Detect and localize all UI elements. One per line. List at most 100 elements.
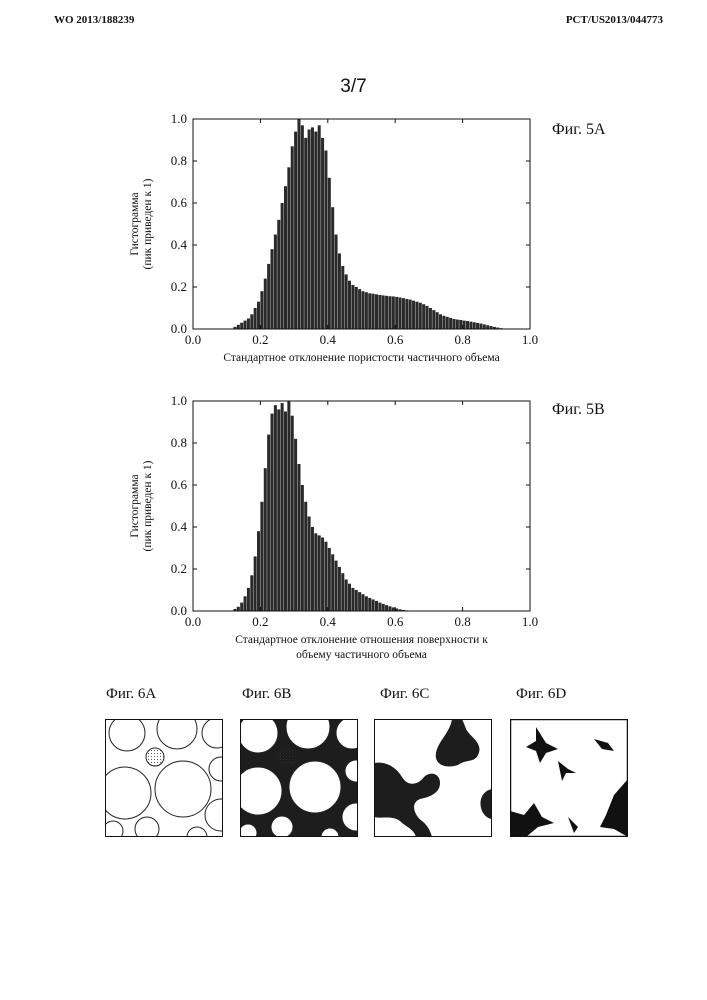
- y-axis-label: (пик приведен к 1): [142, 178, 154, 269]
- fig6a-panel: [105, 719, 223, 837]
- histogram-bar: [284, 186, 287, 329]
- histogram-bar: [368, 293, 371, 329]
- histogram-bar: [388, 606, 391, 611]
- histogram-bar: [476, 323, 479, 329]
- histogram-bar: [449, 318, 452, 329]
- histogram-bar: [291, 146, 294, 329]
- x-tick-label: 0.8: [454, 614, 470, 629]
- histogram-bar: [372, 599, 375, 611]
- fig6c-panel: [374, 719, 492, 837]
- histogram-bar: [257, 302, 260, 329]
- histogram-bar: [392, 607, 395, 611]
- histogram-bars: [233, 401, 408, 611]
- y-tick-label: 0.2: [171, 279, 187, 294]
- y-tick-label: 0.4: [171, 519, 188, 534]
- histogram-bar: [277, 409, 280, 611]
- fig6b-label: Фиг. 6B: [242, 686, 291, 703]
- x-tick-label: 1.0: [522, 332, 538, 347]
- histogram-bar: [287, 167, 290, 329]
- y-axis-label: Гистограмма: [129, 474, 141, 537]
- histogram-bar: [284, 412, 287, 612]
- histogram-bar: [385, 296, 388, 329]
- histogram-bar: [294, 132, 297, 329]
- histogram-bar: [311, 127, 314, 329]
- fig6c-label: Фиг. 6C: [380, 686, 429, 703]
- histogram-bar: [446, 317, 449, 329]
- fig6d-panel: [510, 719, 628, 837]
- sheet-number: 3/7: [0, 76, 707, 98]
- histogram-bar: [348, 281, 351, 329]
- histogram-bar: [281, 403, 284, 611]
- histogram-bar: [382, 295, 385, 329]
- y-tick-label: 0.4: [171, 237, 188, 252]
- y-tick-label: 0.6: [171, 477, 188, 492]
- histogram-bar: [308, 517, 311, 612]
- histogram-bar: [267, 435, 270, 611]
- x-axis-label: объему частичного объема: [296, 649, 427, 661]
- histogram-bar: [274, 405, 277, 611]
- histogram-bar: [351, 588, 354, 611]
- histogram-bar: [486, 325, 489, 329]
- x-tick-label: 0.2: [252, 614, 268, 629]
- x-tick-label: 0.4: [320, 614, 337, 629]
- histogram-bar: [368, 598, 371, 611]
- histogram-bar: [257, 531, 260, 611]
- histogram-bar: [473, 322, 476, 329]
- histogram-bar: [392, 296, 395, 329]
- histogram-bar: [271, 249, 274, 329]
- y-tick-label: 0.0: [171, 603, 187, 618]
- histogram-bar: [365, 596, 368, 611]
- x-axis-label: Стандартное отклонение пористости частич…: [223, 352, 499, 364]
- histogram-bar: [321, 538, 324, 612]
- histogram-bar: [254, 556, 257, 611]
- histogram-bar: [375, 294, 378, 329]
- fig6a-label: Фиг. 6A: [106, 686, 156, 703]
- histogram-bar: [291, 416, 294, 611]
- histogram-bar: [351, 285, 354, 329]
- histogram-bar: [378, 603, 381, 611]
- histogram-bar: [426, 306, 429, 329]
- histogram-bar: [436, 312, 439, 329]
- histogram-bar: [301, 125, 304, 329]
- histogram-bar: [338, 567, 341, 611]
- plot-frame: [193, 401, 530, 611]
- histogram-bar: [318, 125, 321, 329]
- histogram-bar: [479, 324, 482, 329]
- histogram-bar: [297, 464, 300, 611]
- histogram-bar: [375, 601, 378, 611]
- histogram-bar: [483, 324, 486, 329]
- histogram-bar: [355, 287, 358, 329]
- histogram-bar: [314, 132, 317, 329]
- histogram-bar: [412, 301, 415, 329]
- histogram-bar: [341, 266, 344, 329]
- histogram-bar: [244, 321, 247, 329]
- histogram-bar: [240, 603, 243, 611]
- histogram-bar: [358, 592, 361, 611]
- x-tick-label: 1.0: [522, 614, 538, 629]
- histogram-bar: [328, 178, 331, 329]
- histogram-chart-fig5b: 0.00.20.40.60.81.00.00.20.40.60.81.0Фиг.…: [0, 382, 707, 672]
- y-tick-label: 0.8: [171, 435, 187, 450]
- histogram-bar: [345, 580, 348, 612]
- histogram-bar: [237, 325, 240, 329]
- histogram-bar: [338, 253, 341, 329]
- fig6b-panel: [240, 719, 358, 837]
- histogram-bar: [297, 119, 300, 329]
- histogram-bar: [301, 485, 304, 611]
- x-axis-label: Стандартное отклонение отношения поверхн…: [235, 634, 488, 646]
- histogram-bar: [318, 535, 321, 611]
- histogram-bar: [328, 548, 331, 611]
- histogram-bar: [260, 291, 263, 329]
- histogram-bar: [388, 296, 391, 329]
- histogram-bar: [287, 401, 290, 611]
- histogram-bar: [311, 527, 314, 611]
- histogram-bar: [362, 291, 365, 329]
- histogram-bar: [277, 220, 280, 329]
- histogram-bar: [335, 235, 338, 330]
- x-tick-label: 0.8: [454, 332, 470, 347]
- histogram-bar: [308, 130, 311, 330]
- x-tick-label: 0.4: [320, 332, 337, 347]
- histogram-bar: [382, 604, 385, 611]
- histogram-bar: [314, 533, 317, 611]
- histogram-bar: [395, 297, 398, 329]
